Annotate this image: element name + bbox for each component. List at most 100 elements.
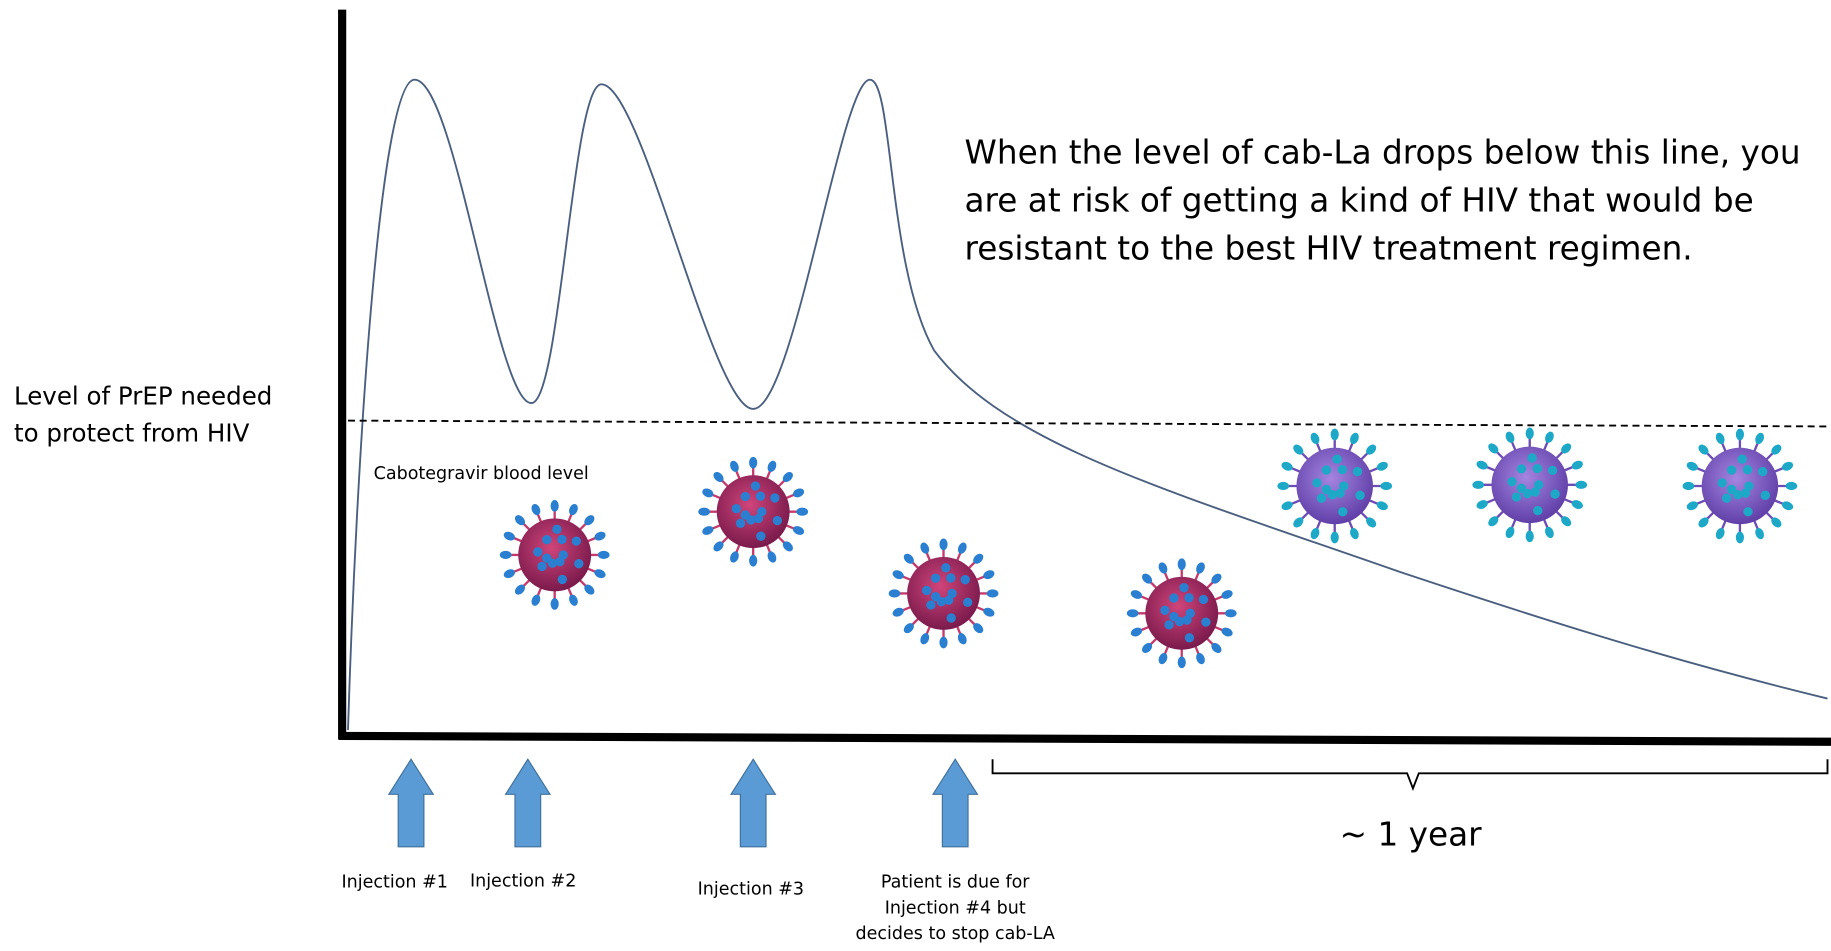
spike-tip [730,551,739,563]
injection-label: Injection #3 [698,880,804,900]
spike-tip [920,633,930,645]
spike-tip [1130,627,1143,637]
spike-tip [792,526,805,535]
spike-tip [594,531,606,541]
virus-dot [946,573,956,583]
virus-dot [1179,583,1189,593]
spike-tip [767,551,777,563]
spike-tip [514,515,526,526]
spike-tip [503,569,515,579]
virus [1277,428,1393,544]
spike-tip [1293,444,1304,455]
injection-label: Injection #2 [470,872,576,892]
virus-dot [555,557,565,567]
spike-tip [1142,573,1153,584]
threshold-label: Level of PrEP needed to protect from HIV [14,381,272,447]
spike-tip [1130,590,1143,599]
spike-tip [1545,431,1554,443]
virus-dot [1169,593,1179,603]
injection-arrow [729,758,777,848]
virus-dot [1533,505,1543,516]
spike-tip [983,607,995,617]
virus-dot [1740,488,1751,498]
virus-dot [926,600,936,610]
spike-tip [957,633,967,645]
spike-tip [1771,517,1782,528]
spike-tip [1735,531,1745,544]
spike-tip [1755,527,1765,540]
label-line: to protect from HIV [14,419,250,448]
virus-dot [557,534,567,545]
spike-tip [986,589,999,598]
spike-tip [1571,460,1583,470]
virus-body [1701,447,1779,525]
virus-body [716,475,790,549]
virus-dot [731,504,741,514]
spike-tip [569,594,578,606]
spike-tip [584,515,595,526]
virus-dot [753,513,764,524]
virus-dot [1321,465,1332,475]
spike-tip [1488,443,1499,454]
virus-dot [1532,463,1543,474]
spike-tip [1366,517,1377,528]
virus-dot [930,592,941,602]
virus [1682,428,1798,544]
spike-tip [1350,527,1359,540]
virus-dot [1352,466,1363,477]
spike-tip [1366,444,1377,455]
spike-tip [749,456,758,469]
spike-tip [796,507,809,516]
virus-dot [571,536,582,546]
virus-dot [1337,465,1348,475]
virus-dot [1312,478,1322,488]
virus-dot [1527,453,1537,463]
virus-dot [946,613,956,623]
virus [1472,427,1588,543]
spike-tip [1476,460,1488,470]
duration-label: ~ 1 year [1340,816,1482,854]
virus-dot [1160,605,1170,615]
spike-tip [1698,444,1709,455]
spike-tip [782,471,793,483]
virus-dot [770,493,780,503]
spike-tip [1293,517,1304,528]
spike-tip [1211,642,1222,654]
spike-tip [1177,558,1186,571]
virus-dot [1355,490,1365,500]
virus-dot [1758,466,1768,477]
spike-tip [1330,428,1339,441]
spike-tip [1686,501,1698,511]
virus-dot [1339,481,1349,491]
injection-label: Injection #4 but [885,898,1026,918]
x-axis [338,731,1831,746]
spike-tip [1781,501,1794,511]
virus-dot [1717,478,1727,488]
spike-tip [1310,527,1320,540]
virus-dot [1201,617,1211,627]
spike-tip [1476,500,1488,509]
injection-arrow [931,758,979,848]
annotation-line: are at risk of getting a kind of HIV tha… [965,182,1754,220]
virus-dot [1744,481,1754,491]
spike-tip [1686,461,1698,471]
spike-tip [1177,656,1186,669]
virus-dot [755,491,766,501]
spike-tip [973,623,984,634]
spike-tip [920,542,930,554]
spike-tip [1505,431,1515,443]
spike-tip [1158,562,1168,574]
virus-dot [1182,615,1192,625]
curve-label: Cabotegravir blood level [374,464,589,484]
spike-tip [749,554,758,567]
virus-dot [1335,488,1345,498]
virus-dot [1742,465,1753,475]
spike-tip [1126,609,1139,618]
virus-dot [542,535,552,545]
virus [499,500,610,610]
spike-tip [1350,432,1359,445]
virus-dot [574,559,584,569]
virus-dot [1184,633,1195,643]
spike-tip [1785,481,1798,491]
